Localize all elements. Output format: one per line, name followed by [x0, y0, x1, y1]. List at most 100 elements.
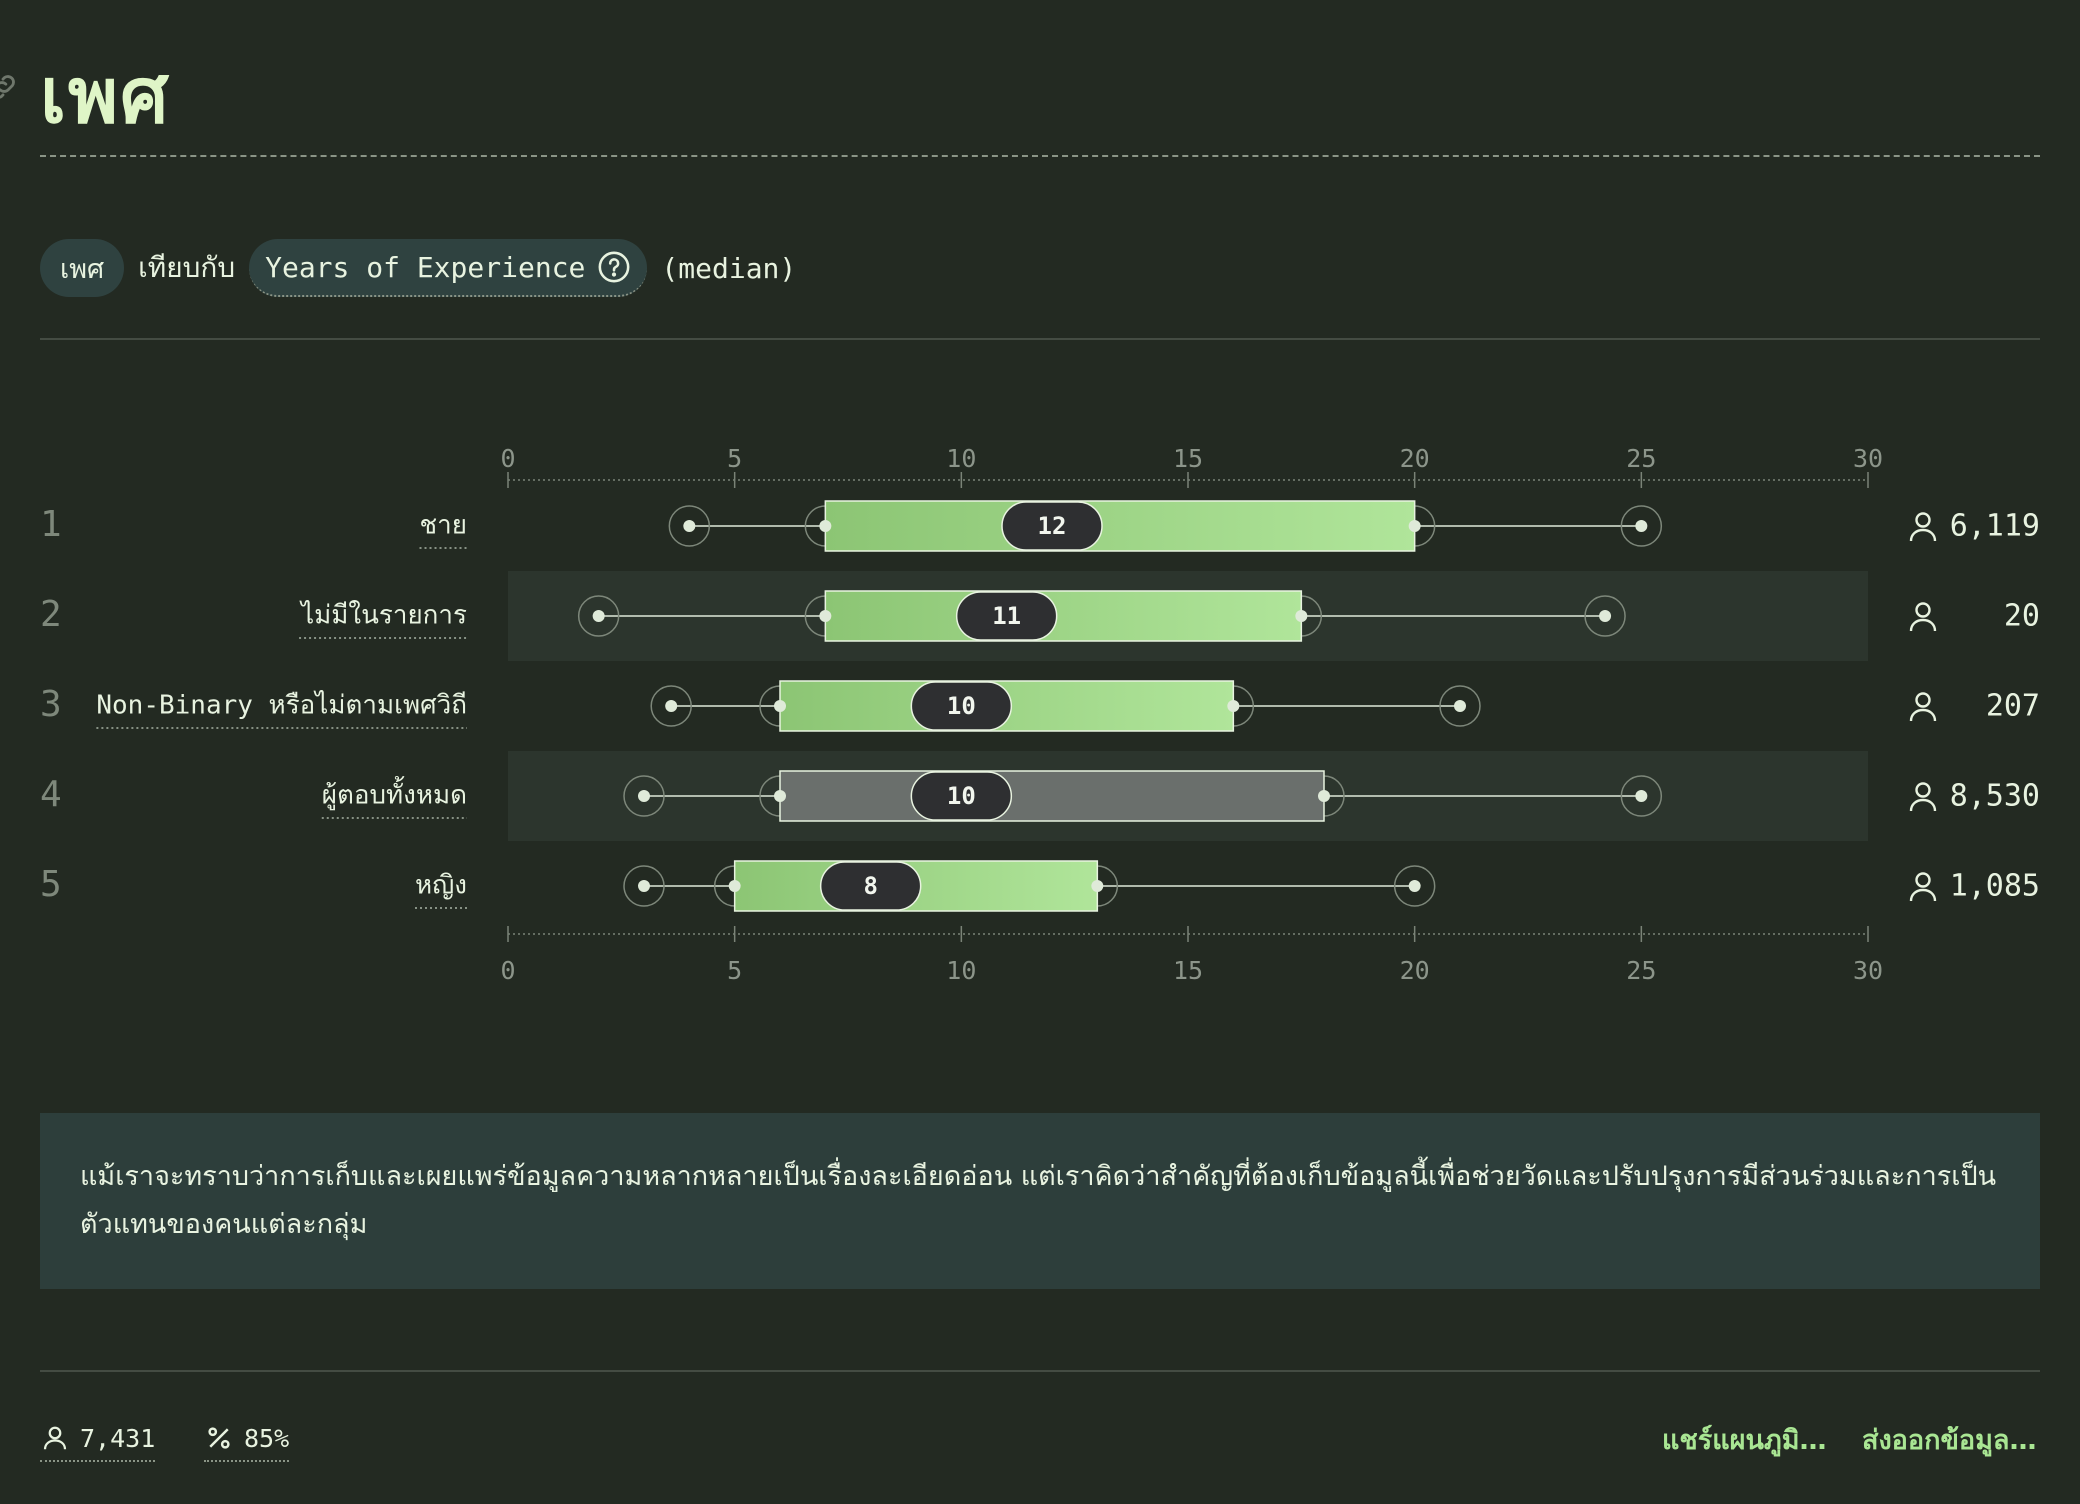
q1-dot [819, 610, 832, 622]
median-badge [910, 681, 1013, 731]
row-2: 2 ไม่มีในรายการ 11 20 [40, 571, 2040, 661]
row-label: หญิง [415, 871, 467, 901]
q1-dot [819, 520, 832, 532]
user-icon [1909, 782, 1937, 812]
footer-divider [40, 1370, 2040, 1372]
tick-label-bottom: 5 [727, 956, 742, 985]
filter-divider [40, 338, 2040, 340]
median-label: 8 [863, 872, 877, 900]
tick-label-top: 15 [1173, 444, 1203, 473]
q3-dot [1091, 880, 1104, 892]
user-icon [1909, 872, 1937, 902]
row-rank: 1 [40, 504, 62, 545]
min-dot [638, 880, 650, 892]
row-count: 1,085 [1950, 869, 2040, 904]
median-badge [955, 591, 1058, 641]
export-data-link[interactable]: ส่งออกข้อมูล… [1862, 1425, 2037, 1456]
user-icon [1909, 512, 1937, 542]
tick-label-top: 20 [1400, 444, 1430, 473]
row-3: 3 Non-Binary หรือไม่ตามเพศวิถี 10 207 [40, 680, 2040, 732]
variable-selector[interactable]: Years of Experience [249, 239, 648, 297]
user-icon [43, 1426, 67, 1450]
respondents-count: 7,431 [80, 1423, 156, 1453]
filter-row: เพศ เทียบกับ Years of Experience (median… [40, 238, 796, 298]
tick-label-bottom: 30 [1853, 956, 1883, 985]
median-badge [1001, 501, 1103, 551]
row-rank: 3 [40, 684, 62, 725]
min-ring [577, 595, 620, 637]
iqr-box [824, 590, 1303, 642]
user-icon [1909, 602, 1937, 632]
help-icon[interactable] [597, 250, 631, 284]
share-chart-link[interactable]: แชร์แผนภูมิ… [1662, 1425, 1827, 1456]
q1-dot [774, 790, 786, 802]
percent-value: 85% [244, 1423, 290, 1453]
iqr-box [779, 770, 1325, 822]
group-chip[interactable]: เพศ [40, 239, 125, 297]
max-ring [1584, 595, 1626, 637]
row-count: 8,530 [1950, 779, 2040, 814]
max-dot [1635, 520, 1648, 532]
row-count: 6,119 [1950, 509, 2040, 544]
q1-dot [774, 700, 786, 712]
row-count: 20 [2004, 599, 2040, 634]
row-label: Non-Binary หรือไม่ตามเพศวิถี [96, 690, 467, 721]
tick-label-bottom: 10 [946, 956, 976, 985]
max-ring [1620, 775, 1663, 817]
stat-label: (median) [661, 251, 797, 285]
max-ring [1620, 505, 1663, 547]
row-label: ไม่มีในรายการ [299, 600, 467, 631]
max-ring [1439, 685, 1481, 727]
row-count: 207 [1986, 689, 2040, 724]
iqr-box [824, 500, 1416, 552]
min-ring [650, 685, 692, 727]
min-ring [623, 775, 665, 817]
page-title: เพศ [40, 51, 171, 140]
title-divider [40, 155, 2040, 157]
compare-label: เทียบกับ [138, 251, 236, 284]
boxplot-chart: 1 ชาย 12 6,119 2 ไม่มีในรายการ 11 20 3 Non-Binary… [40, 444, 2040, 985]
row-label: ผู้ตอบทั้งหมด [322, 776, 467, 811]
min-dot [592, 610, 605, 622]
q3-dot [1227, 700, 1240, 712]
percent-stat[interactable]: 85% [204, 1416, 290, 1462]
tick-label-top: 10 [946, 444, 976, 473]
info-note: แม้เราจะทราบว่าการเก็บและเผยแพร่ข้อมูลคว… [40, 1113, 2040, 1289]
median-label: 11 [992, 602, 1021, 630]
percent-icon [208, 1427, 230, 1449]
min-ring [668, 505, 711, 547]
link-icon[interactable] [0, 70, 20, 104]
max-dot [1408, 880, 1421, 892]
q3-dot [1408, 520, 1421, 532]
tick-label-bottom: 0 [500, 956, 515, 985]
q1-dot [728, 880, 741, 892]
median-label: 10 [947, 782, 976, 810]
q3-dot [1295, 610, 1308, 622]
median-badge [910, 771, 1013, 821]
row-rank: 2 [40, 594, 62, 635]
median-label: 12 [1038, 512, 1067, 540]
min-dot [638, 790, 650, 802]
variable-label: Years of Experience [265, 250, 586, 284]
q3-dot [1318, 790, 1330, 802]
tick-label-bottom: 20 [1400, 956, 1430, 985]
tick-label-top: 25 [1626, 444, 1656, 473]
median-label: 10 [947, 692, 976, 720]
row-5: 5 หญิง 8 1,085 [40, 860, 2040, 912]
median-badge [819, 861, 922, 911]
min-ring [623, 865, 665, 907]
tick-label-top: 5 [727, 444, 742, 473]
user-icon [1909, 692, 1937, 722]
max-dot [1635, 790, 1648, 802]
tick-label-bottom: 15 [1173, 956, 1203, 985]
min-dot [665, 700, 678, 712]
tick-label-top: 0 [500, 444, 515, 473]
row-label: ชาย [420, 511, 467, 541]
row-1: 1 ชาย 12 6,119 [40, 500, 2040, 552]
tick-label-top: 30 [1853, 444, 1883, 473]
respondents-stat[interactable]: 7,431 [40, 1416, 156, 1462]
row-rank: 5 [40, 864, 62, 905]
min-dot [683, 520, 696, 532]
row-rank: 4 [40, 774, 62, 815]
max-dot [1454, 700, 1466, 712]
